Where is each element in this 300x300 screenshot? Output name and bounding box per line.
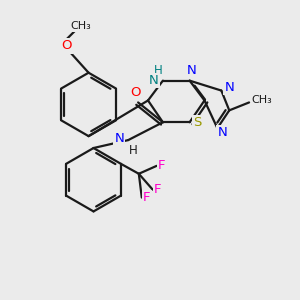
Text: O: O [61, 40, 72, 52]
Text: CH₃: CH₃ [70, 21, 91, 31]
Text: N: N [224, 81, 234, 94]
Text: N: N [149, 74, 159, 87]
Text: O: O [130, 86, 140, 99]
Text: N: N [218, 126, 227, 139]
Text: H: H [154, 64, 162, 77]
Text: H: H [129, 143, 137, 157]
Text: F: F [158, 159, 165, 172]
Text: S: S [194, 116, 202, 129]
Text: N: N [114, 132, 124, 145]
Text: N: N [187, 64, 196, 77]
Text: F: F [143, 191, 151, 204]
Text: F: F [154, 183, 161, 196]
Text: CH₃: CH₃ [252, 95, 272, 106]
